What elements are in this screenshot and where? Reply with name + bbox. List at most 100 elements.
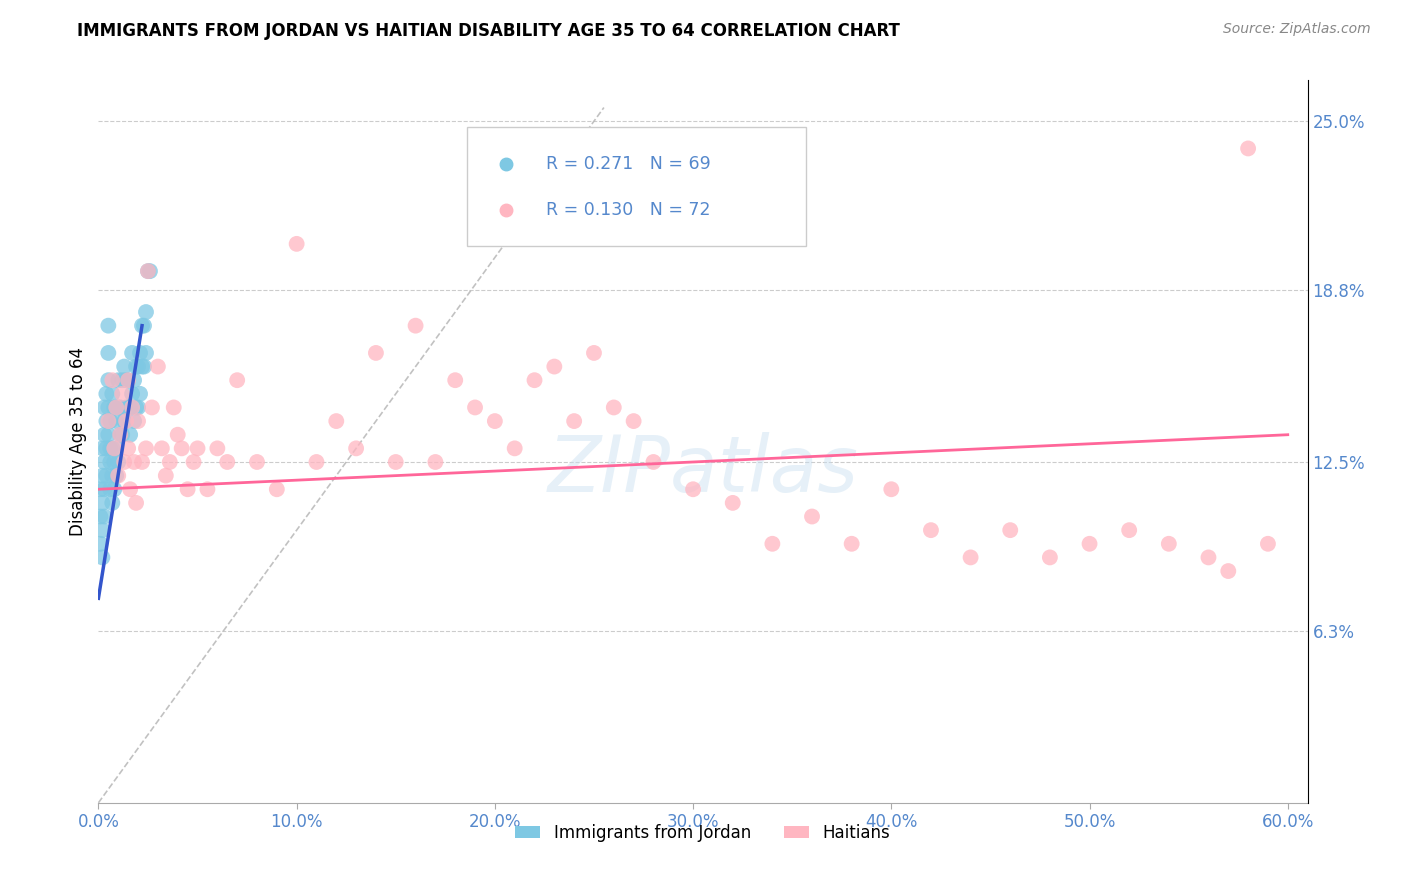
Point (110, 401, 132, 415)
Point (97, 373, 120, 387)
Point (105, 468, 128, 483)
Point (98, 414, 121, 428)
Point (115, 414, 138, 428)
Point (1000, 523, 1022, 537)
Point (425, 455, 447, 469)
Point (176, 482, 198, 496)
Point (170, 442, 193, 456)
Point (125, 401, 148, 415)
Point (562, 414, 585, 428)
Point (122, 373, 145, 387)
Point (103, 455, 125, 469)
Point (1157, 537, 1180, 551)
Point (89, 509, 111, 524)
Point (125, 359, 148, 374)
Point (103, 401, 125, 415)
Point (105, 414, 128, 428)
Point (101, 468, 124, 483)
Point (117, 373, 139, 387)
Point (117, 442, 139, 456)
Point (105, 401, 128, 415)
Point (120, 401, 142, 415)
Point (761, 537, 783, 551)
Point (91, 468, 114, 483)
Point (107, 455, 129, 469)
Text: R = 0.271   N = 69: R = 0.271 N = 69 (546, 155, 710, 173)
Point (1237, 141, 1260, 155)
Point (159, 455, 181, 469)
Point (801, 509, 824, 524)
Point (1078, 537, 1101, 551)
Point (325, 414, 347, 428)
Point (163, 401, 186, 415)
Point (135, 305, 157, 319)
Point (543, 359, 565, 374)
Point (285, 236, 308, 251)
Point (155, 468, 177, 483)
Point (98, 482, 121, 496)
Point (582, 346, 605, 360)
Point (97, 414, 120, 428)
Point (721, 496, 744, 510)
Point (197, 482, 219, 496)
Point (150, 442, 173, 456)
Point (1218, 564, 1240, 578)
Point (98, 442, 121, 456)
Point (93, 482, 115, 496)
Point (91, 496, 114, 510)
Point (121, 387, 143, 401)
Point (464, 401, 486, 415)
Point (523, 373, 546, 387)
Point (93, 427, 115, 442)
Point (880, 482, 903, 496)
Point (93, 455, 115, 469)
FancyBboxPatch shape (467, 128, 806, 246)
Point (121, 401, 143, 415)
Legend: Immigrants from Jordan, Haitians: Immigrants from Jordan, Haitians (509, 817, 897, 848)
Point (115, 373, 138, 387)
Point (89, 482, 111, 496)
Point (166, 427, 188, 442)
Point (384, 455, 406, 469)
Point (127, 401, 149, 415)
Point (405, 318, 427, 333)
Point (117, 373, 139, 387)
Point (107, 468, 129, 483)
Text: R = 0.130   N = 72: R = 0.130 N = 72 (546, 201, 710, 219)
Point (344, 442, 367, 456)
Point (186, 442, 208, 456)
Point (131, 455, 153, 469)
Point (105, 442, 128, 456)
Point (103, 482, 125, 496)
Point (98, 455, 121, 469)
Point (101, 387, 124, 401)
Point (91, 550, 114, 565)
Point (959, 550, 981, 565)
Point (97, 427, 120, 442)
Point (117, 401, 139, 415)
Point (623, 414, 645, 428)
Y-axis label: Disability Age 35 to 64: Disability Age 35 to 64 (69, 347, 87, 536)
Point (120, 482, 142, 496)
Point (101, 442, 124, 456)
Point (484, 414, 506, 428)
Point (136, 264, 159, 278)
Point (444, 373, 467, 387)
Point (131, 359, 153, 374)
Point (841, 537, 863, 551)
Point (129, 346, 152, 360)
Point (103, 442, 125, 456)
Text: Source: ZipAtlas.com: Source: ZipAtlas.com (1223, 22, 1371, 37)
Point (127, 359, 149, 374)
Point (603, 401, 626, 415)
Point (93, 401, 115, 415)
Point (107, 401, 129, 415)
Point (89, 537, 111, 551)
Point (139, 264, 162, 278)
Point (91, 523, 114, 537)
Point (112, 414, 135, 428)
Point (97, 401, 120, 415)
Point (1039, 550, 1062, 565)
Point (207, 442, 229, 456)
Point (643, 455, 665, 469)
